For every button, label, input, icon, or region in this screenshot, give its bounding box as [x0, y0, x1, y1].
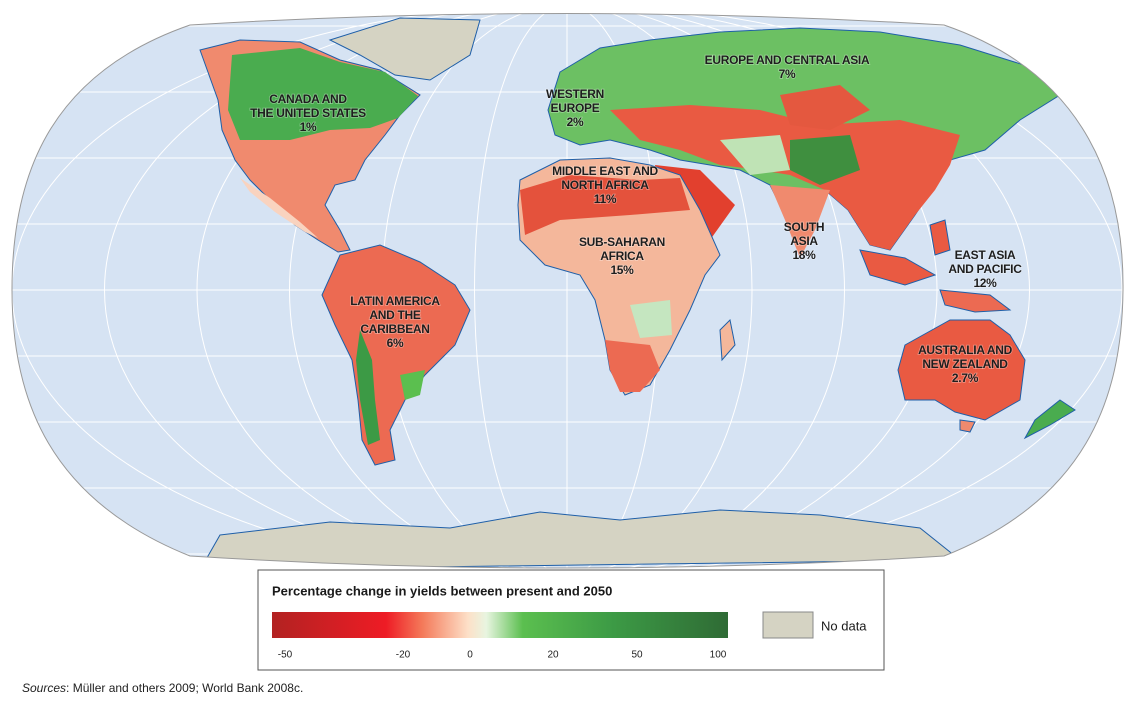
no-data-swatch — [762, 611, 814, 639]
source-note: Sources: Müller and others 2009; World B… — [22, 681, 303, 695]
region-label: ASIA — [790, 234, 818, 248]
region-label: NORTH AFRICA — [561, 178, 649, 192]
region-label: NEW ZEALAND — [922, 357, 1008, 371]
legend-tick-label: -50 — [278, 650, 293, 661]
philippines — [929, 219, 951, 256]
region-value: 6% — [387, 336, 404, 350]
region-label: MIDDLE EAST AND — [552, 164, 658, 178]
southern-africa — [605, 340, 660, 392]
source-label: Sources — [22, 681, 66, 695]
antarctica — [199, 509, 962, 568]
south-eurasia — [610, 105, 960, 250]
mongolia — [790, 135, 860, 185]
region-label: CANADA AND — [269, 92, 347, 106]
kazakhstan — [780, 85, 870, 130]
region-value: 2% — [567, 115, 584, 129]
india — [770, 185, 830, 258]
region-label: AFRICA — [600, 249, 644, 263]
indonesia-east — [939, 289, 1012, 313]
legend-tick-label: -20 — [396, 650, 411, 661]
region-label: AUSTRALIA AND — [918, 343, 1013, 357]
globe-outline — [11, 13, 1124, 569]
region-value: 2.7% — [952, 371, 979, 385]
central-africa — [630, 300, 672, 338]
tasmania — [959, 419, 976, 433]
region-label: WESTERN — [546, 87, 604, 101]
region-value: 15% — [610, 263, 634, 277]
region-value: 12% — [973, 276, 997, 290]
region-value: 18% — [792, 248, 816, 262]
region-label: EUROPE AND CENTRAL ASIA — [705, 53, 870, 67]
legend-tick-label: 50 — [631, 650, 643, 661]
region-label: EAST ASIA — [955, 248, 1016, 262]
region-label: AND PACIFIC — [948, 262, 1022, 276]
color-scale — [272, 612, 728, 638]
canada — [228, 48, 418, 140]
no-data-label: No data — [821, 618, 867, 633]
region-value: 7% — [779, 67, 796, 81]
region-label: SUB-SAHARAN — [579, 235, 665, 249]
region-label: SOUTH — [784, 220, 825, 234]
legend-tick-label: 100 — [710, 650, 727, 661]
region-label: CARIBBEAN — [360, 322, 429, 336]
new-zealand — [1023, 399, 1076, 440]
legend-title: Percentage change in yields between pres… — [272, 583, 612, 598]
region-label: EUROPE — [551, 101, 600, 115]
south-america — [321, 244, 471, 466]
globe — [12, 13, 1124, 568]
indonesia-west — [859, 249, 937, 286]
sahara — [520, 175, 690, 235]
region-value: 11% — [594, 192, 617, 206]
greenland — [328, 17, 481, 81]
legend-tick-label: 0 — [467, 650, 473, 661]
region-label: LATIN AMERICA — [350, 294, 440, 308]
australia — [897, 319, 1026, 421]
uruguay — [400, 370, 425, 400]
region-label: AND THE — [369, 308, 421, 322]
mexico — [240, 178, 318, 238]
region-label: THE UNITED STATES — [250, 106, 366, 120]
madagascar — [719, 318, 736, 362]
legend-tick-label: 20 — [547, 650, 559, 661]
central-asia — [720, 135, 790, 175]
source-text: : Müller and others 2009; World Bank 200… — [66, 681, 303, 695]
region-value: 1% — [300, 120, 317, 134]
chile — [356, 330, 380, 445]
